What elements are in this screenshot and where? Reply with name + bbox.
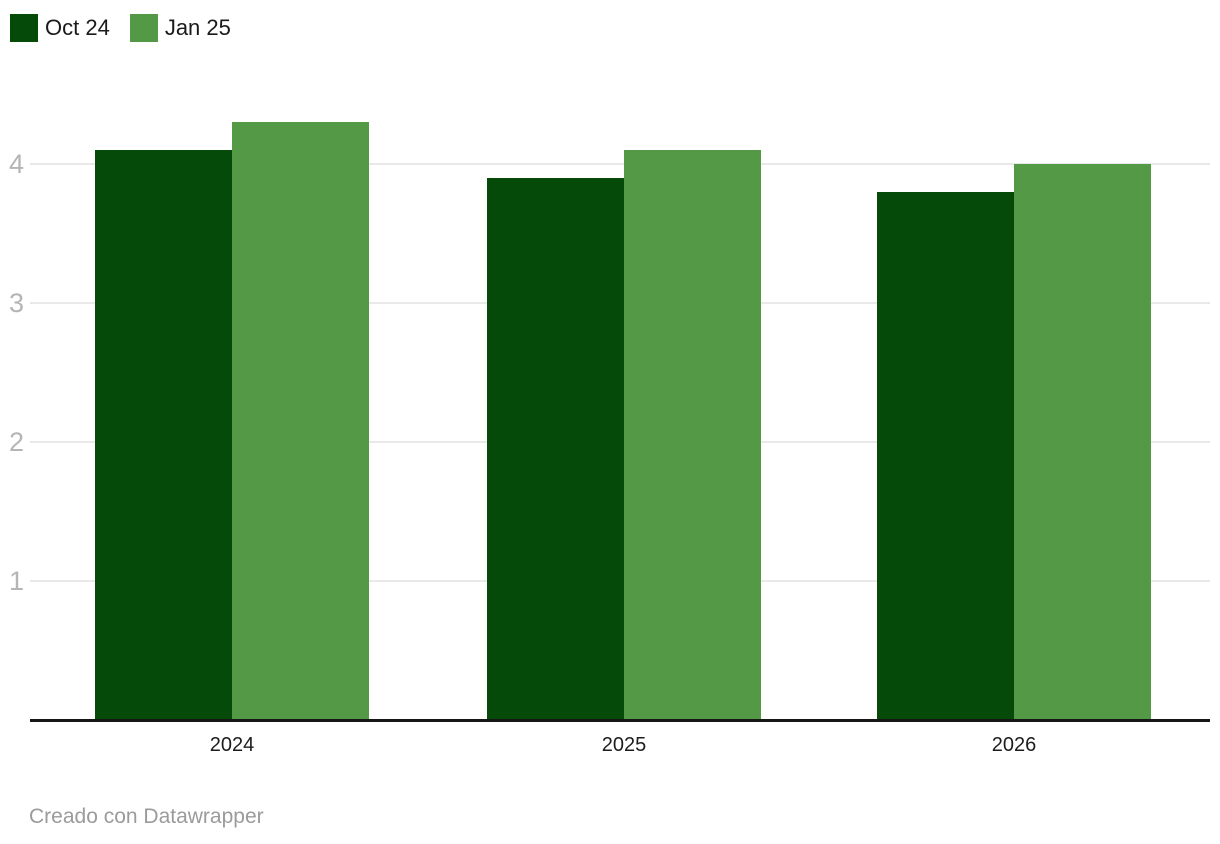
bar-jan-25-2026[interactable] xyxy=(1014,164,1151,720)
y-tick-label-3: 3 xyxy=(9,288,25,318)
legend: Oct 24 Jan 25 xyxy=(10,14,231,42)
bar-oct-24-2026[interactable] xyxy=(877,192,1014,720)
bar-oct-24-2025[interactable] xyxy=(487,178,624,720)
legend-item-jan-25: Jan 25 xyxy=(129,14,231,42)
x-axis-line xyxy=(30,719,1210,722)
datawrapper-credit-link[interactable]: Creado con Datawrapper xyxy=(29,805,264,828)
bar-jan-25-2024[interactable] xyxy=(232,122,369,720)
gridline-y-4 xyxy=(30,163,1210,165)
bar-oct-24-2024[interactable] xyxy=(95,150,232,720)
legend-label-oct-24: Oct 24 xyxy=(45,15,110,40)
legend-swatch-oct-24 xyxy=(10,14,38,42)
y-tick-label-1: 1 xyxy=(9,566,25,596)
legend-item-oct-24: Oct 24 xyxy=(10,14,110,42)
y-tick-label-4: 4 xyxy=(9,149,25,179)
y-tick-label-2: 2 xyxy=(9,427,25,457)
bar-jan-25-2025[interactable] xyxy=(624,150,761,720)
x-tick-label-2024: 2024 xyxy=(209,734,255,756)
x-tick-label-2025: 2025 xyxy=(601,734,647,756)
x-tick-label-2026: 2026 xyxy=(991,734,1037,756)
legend-label-jan-25: Jan 25 xyxy=(164,15,231,40)
legend-swatch-jan-25 xyxy=(129,14,158,42)
